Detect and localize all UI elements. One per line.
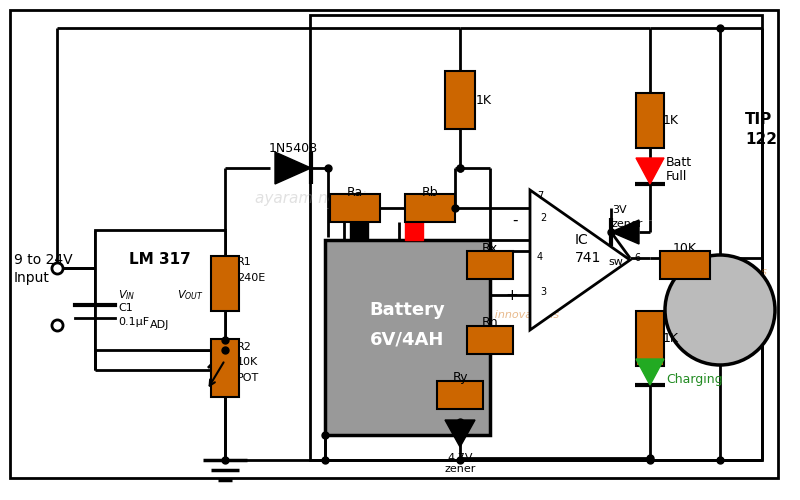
Text: LM 317: LM 317: [129, 252, 191, 268]
Text: 240E: 240E: [237, 273, 266, 283]
Text: Ry: Ry: [452, 372, 468, 384]
Text: sw: sw: [608, 257, 623, 267]
Text: C1: C1: [118, 303, 133, 313]
Bar: [405, 194, 455, 222]
Text: $V_{OUT}$: $V_{OUT}$: [177, 288, 203, 302]
Bar: [405, 222, 423, 240]
Bar: [437, 381, 483, 409]
Bar: [636, 310, 664, 366]
Bar: [95, 230, 225, 350]
Text: zener: zener: [612, 219, 643, 229]
Bar: [636, 92, 664, 148]
Text: a lam innovations: a lam innovations: [460, 310, 559, 320]
Text: -: -: [513, 212, 518, 228]
Text: POT: POT: [237, 373, 259, 383]
Bar: [211, 339, 239, 397]
Text: Ra: Ra: [347, 186, 363, 198]
Polygon shape: [611, 220, 639, 244]
Text: zener: zener: [444, 464, 476, 474]
Text: ayaram novati: ayaram novati: [254, 190, 366, 206]
Text: 3: 3: [540, 287, 546, 297]
Bar: [325, 240, 490, 435]
Text: Battery: Battery: [370, 301, 446, 319]
Text: 1N5408: 1N5408: [269, 142, 318, 154]
Text: Batt: Batt: [666, 156, 692, 168]
Text: Rb: Rb: [422, 186, 438, 198]
Text: 1K: 1K: [663, 332, 679, 344]
Bar: [445, 71, 475, 129]
Text: 2: 2: [540, 213, 546, 223]
Text: 122: 122: [745, 132, 777, 148]
Text: atam innovations: atam innovations: [670, 267, 767, 277]
Text: R1: R1: [237, 257, 252, 267]
Bar: [310, 15, 762, 460]
Text: +: +: [506, 288, 518, 302]
Bar: [350, 222, 368, 240]
Text: 4: 4: [537, 252, 543, 262]
Bar: [467, 326, 513, 354]
Circle shape: [665, 255, 775, 365]
Text: ADJ: ADJ: [150, 320, 170, 330]
Polygon shape: [636, 359, 664, 385]
Text: TIP: TIP: [745, 112, 772, 128]
Text: Rh: Rh: [482, 316, 498, 330]
Polygon shape: [445, 420, 475, 447]
Text: 10K: 10K: [237, 357, 258, 367]
Text: 1K: 1K: [476, 94, 492, 106]
Polygon shape: [636, 158, 664, 184]
Text: 741: 741: [575, 251, 602, 265]
Text: 0.1μF: 0.1μF: [118, 317, 149, 327]
Text: R2: R2: [237, 342, 252, 352]
Text: 10K: 10K: [673, 242, 697, 254]
Text: Full: Full: [666, 170, 687, 183]
Text: 4.7V: 4.7V: [447, 453, 473, 463]
Polygon shape: [530, 190, 630, 330]
Polygon shape: [275, 152, 311, 184]
Text: 1K: 1K: [663, 114, 679, 126]
Bar: [660, 251, 710, 279]
Bar: [211, 256, 239, 310]
Text: 7: 7: [537, 191, 543, 201]
Text: 6: 6: [634, 253, 640, 263]
Text: 3V: 3V: [612, 205, 626, 215]
Text: 9 to 24V: 9 to 24V: [14, 253, 73, 267]
Text: Charging: Charging: [666, 374, 722, 386]
Text: 6V/4AH: 6V/4AH: [370, 331, 445, 349]
Bar: [467, 251, 513, 279]
Text: Input: Input: [14, 271, 50, 285]
Text: IC: IC: [575, 233, 589, 247]
Text: Rx: Rx: [482, 242, 498, 254]
Bar: [330, 194, 380, 222]
Text: $V_{IN}$: $V_{IN}$: [118, 288, 136, 302]
